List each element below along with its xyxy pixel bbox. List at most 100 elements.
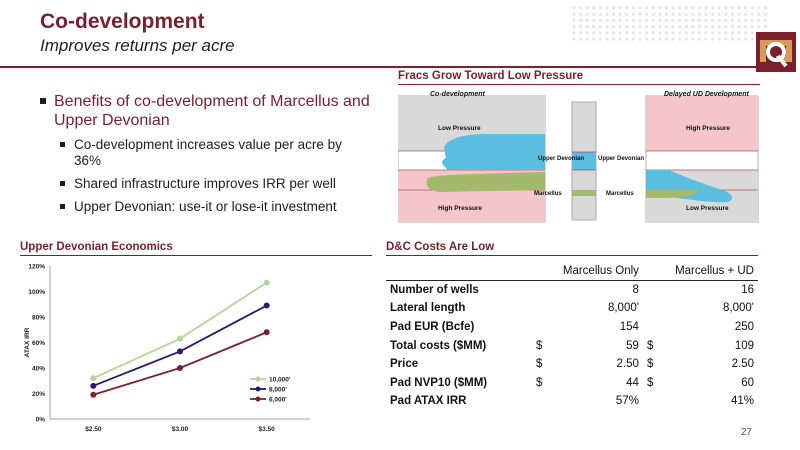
y-tick-label: 0% <box>36 417 46 424</box>
legend-marker <box>255 396 261 402</box>
costs-section-rule <box>386 255 758 256</box>
header-divider <box>0 66 760 68</box>
cell-currency <box>532 392 554 411</box>
cell-currency <box>643 392 665 411</box>
cell-value: 8 <box>554 280 643 300</box>
y-axis-label: ATAX IRR <box>24 327 31 357</box>
left-high-pressure-label: High Pressure <box>438 205 482 212</box>
data-point <box>177 335 183 342</box>
legend-label: 6,000' <box>269 397 287 404</box>
series-line <box>93 304 268 387</box>
y-tick-label: 60% <box>32 340 45 347</box>
cell-value: 109 <box>734 339 754 352</box>
cell-value: 2.50 <box>731 358 754 371</box>
data-point <box>90 391 97 398</box>
cell-currency: $ <box>646 339 654 352</box>
data-point <box>263 302 270 309</box>
left-low-pressure-label: Low Pressure <box>438 125 481 132</box>
fracs-section-rule <box>398 84 760 85</box>
y-tick-label: 20% <box>32 391 45 398</box>
row-label: Lateral length <box>390 302 466 315</box>
page-subtitle: Improves returns per acre <box>40 36 235 55</box>
dot-pattern-decoration <box>572 6 767 41</box>
cell-value: 2.50 <box>616 358 639 371</box>
economics-section-rule <box>20 255 372 256</box>
table-header-marcellus-only: Marcellus Only <box>532 262 643 282</box>
right-low-pressure-label: Low Pressure <box>686 205 729 212</box>
data-point <box>90 375 97 382</box>
cell-value: 8,000' <box>607 302 639 315</box>
y-tick-label: 100% <box>28 289 45 296</box>
economics-section-title: Upper Devonian Economics <box>20 241 173 253</box>
cell-currency <box>642 280 665 300</box>
row-label: Pad EUR (Bcfe) <box>390 321 475 334</box>
table-header-row: Marcellus Only Marcellus + UD <box>386 262 758 282</box>
cell-value: 57% <box>615 395 639 408</box>
bullet-main: Benefits of co-development of Marcellus … <box>40 92 370 130</box>
series-line <box>92 281 268 380</box>
table-header-blank <box>386 262 532 282</box>
table-row: Total costs ($MM) $59 $109 <box>386 336 758 355</box>
right-high-pressure-label: High Pressure <box>686 125 730 132</box>
row-label: Number of wells <box>386 280 532 300</box>
center-marcellus-label-right: Marcellus <box>606 191 634 197</box>
frac-pressure-diagram: Co-development Low Pressure High Pressur… <box>398 91 759 223</box>
data-point <box>263 279 270 286</box>
cell-currency: $ <box>536 376 543 389</box>
x-tick-label: $2.50 <box>85 426 102 433</box>
cell-currency: $ <box>536 339 543 352</box>
cell-currency: $ <box>646 358 654 371</box>
cell-value: 16 <box>664 280 758 300</box>
page-title: Co-development <box>40 10 205 33</box>
center-marcellus-label-left: Marcellus <box>534 191 562 197</box>
legend-label: 8,000' <box>269 387 287 394</box>
data-point <box>177 348 183 355</box>
legend-label: 10,000' <box>269 377 291 384</box>
x-tick-label: $3.50 <box>259 426 276 433</box>
x-tick-label: $3.00 <box>172 426 189 433</box>
y-tick-label: 40% <box>32 366 45 373</box>
table-row: Pad EUR (Bcfe) 154 250 <box>386 318 758 337</box>
cell-value: 250 <box>734 321 754 334</box>
bullet-sub: Co-development increases value per acre … <box>40 137 370 169</box>
table-row: Pad NVP10 ($MM) $44 $60 <box>386 374 758 393</box>
y-tick-label: 80% <box>32 315 45 322</box>
table-row: Pad ATAX IRR 57% 41% <box>386 392 758 411</box>
cell-value: 60 <box>741 376 754 389</box>
table-row: Price $2.50 $2.50 <box>386 355 758 374</box>
cell-currency: $ <box>536 358 543 371</box>
cell-currency <box>643 318 665 337</box>
row-label: Price <box>390 358 419 371</box>
cell-value: 41% <box>730 395 754 408</box>
fracs-right-label: Delayed UD Development <box>664 91 749 98</box>
row-label: Total costs ($MM) <box>390 339 487 352</box>
table-header-marcellus-ud: Marcellus + UD <box>642 262 758 282</box>
data-point <box>90 382 97 389</box>
cell-currency <box>532 280 554 300</box>
bullet-sub: Upper Devonian: use-it or lose-it invest… <box>40 199 370 215</box>
cell-currency <box>532 318 554 337</box>
table-row: Lateral length 8,000' 8,000' <box>386 299 758 318</box>
dc-costs-table: Marcellus Only Marcellus + UD Number of … <box>386 262 758 411</box>
table-row: Number of wells 8 16 <box>386 280 758 300</box>
costs-section-title: D&C Costs Are Low <box>386 241 495 253</box>
data-point <box>263 329 270 336</box>
row-label: Pad ATAX IRR <box>390 395 467 408</box>
cell-value: 59 <box>626 339 639 352</box>
fracs-left-label: Co-development <box>430 91 486 98</box>
page-number: 27 <box>740 427 752 438</box>
data-point <box>177 365 183 371</box>
cell-value: 44 <box>626 376 639 389</box>
row-label: Pad NVP10 ($MM) <box>390 376 488 389</box>
legend-marker <box>255 386 261 392</box>
cell-currency: $ <box>646 376 654 389</box>
cell-value: 154 <box>619 321 639 334</box>
cell-currency <box>532 299 554 318</box>
cell-value: 8,000' <box>723 302 754 315</box>
irr-line-chart: 0% 20% 40% 60% 80% 100% 120% $2.50 $3.00 $3.50 ATA… <box>24 264 310 433</box>
center-ud-label-right: Upper Devonian <box>598 156 644 162</box>
cell-currency <box>643 299 665 318</box>
bullet-sub: Shared infrastructure improves IRR per w… <box>40 176 370 192</box>
center-ud-label-left: Upper Devonian <box>538 156 584 162</box>
benefits-list: Benefits of co-development of Marcellus … <box>40 92 370 215</box>
